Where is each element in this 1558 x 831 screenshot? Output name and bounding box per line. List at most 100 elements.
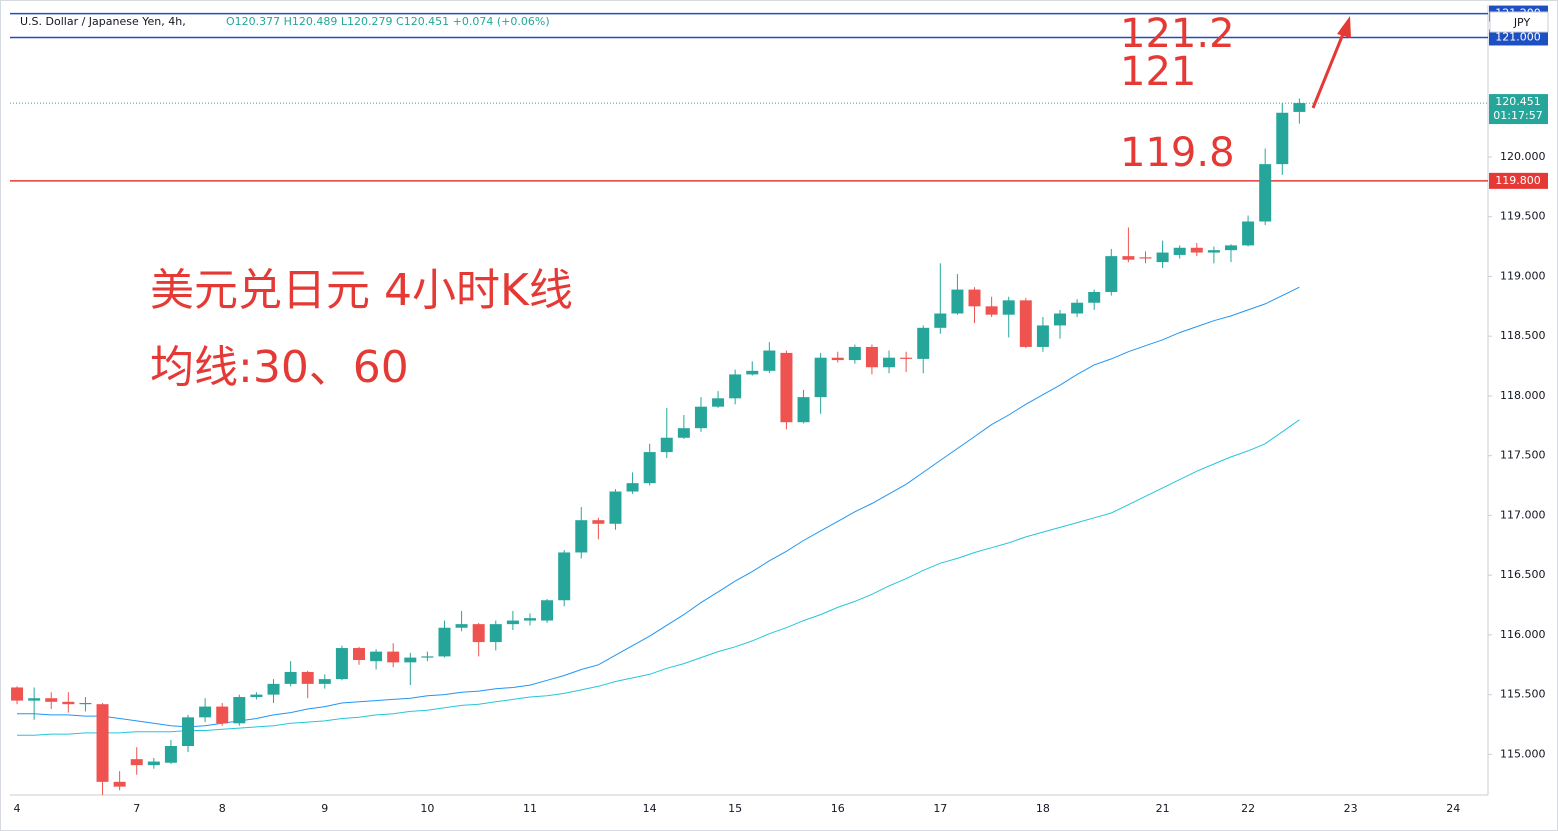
candle-body bbox=[28, 698, 41, 701]
candle-body bbox=[712, 398, 725, 407]
unit-label: JPY bbox=[1513, 16, 1531, 29]
candle-body bbox=[1105, 256, 1118, 292]
candle-body bbox=[318, 679, 331, 684]
candle-body bbox=[79, 702, 92, 705]
candle-body bbox=[1190, 247, 1203, 253]
candle-body bbox=[575, 520, 588, 553]
countdown-label: 01:17:57 bbox=[1493, 109, 1542, 122]
x-tick-label: 23 bbox=[1344, 802, 1358, 815]
candle-body bbox=[643, 452, 656, 484]
candle-body bbox=[62, 701, 75, 705]
candle-body bbox=[96, 704, 109, 782]
candle-body bbox=[1122, 256, 1135, 260]
candle-body bbox=[917, 327, 930, 359]
candle-body bbox=[233, 697, 246, 724]
candle-body bbox=[1036, 325, 1049, 347]
x-tick-label: 15 bbox=[728, 802, 742, 815]
y-tick-label: 116.000 bbox=[1500, 628, 1546, 641]
annotation: 119.8 bbox=[1120, 130, 1235, 176]
x-tick-label: 9 bbox=[321, 802, 328, 815]
candle-body bbox=[284, 671, 297, 684]
annotation: 121.2 bbox=[1120, 11, 1235, 57]
candle-body bbox=[677, 428, 690, 438]
unit-box bbox=[1489, 11, 1549, 33]
arrow-head bbox=[1337, 16, 1351, 38]
candle-body bbox=[1207, 250, 1220, 253]
candle-body bbox=[900, 357, 913, 359]
candle-body bbox=[592, 520, 605, 524]
candle-body bbox=[968, 289, 981, 307]
x-tick-label: 4 bbox=[14, 802, 21, 815]
candle-body bbox=[985, 306, 998, 315]
price-label-box bbox=[1489, 29, 1548, 46]
candle-body bbox=[199, 706, 212, 718]
y-tick-label: 117.000 bbox=[1500, 508, 1546, 521]
candle-body bbox=[1276, 112, 1289, 165]
y-tick-label: 115.500 bbox=[1500, 688, 1546, 701]
x-tick-label: 8 bbox=[219, 802, 226, 815]
y-tick-label: 119.500 bbox=[1500, 210, 1546, 223]
candle-body bbox=[1071, 302, 1084, 314]
candle-body bbox=[609, 491, 622, 524]
arrow bbox=[1311, 33, 1345, 109]
x-tick-label: 24 bbox=[1446, 802, 1460, 815]
x-tick-label: 10 bbox=[420, 802, 434, 815]
y-tick-label: 117.500 bbox=[1500, 449, 1546, 462]
candle-body bbox=[746, 370, 759, 375]
candle-body bbox=[1259, 164, 1272, 222]
candle-body bbox=[1156, 252, 1169, 263]
price-label-box bbox=[1489, 172, 1548, 189]
candle-body bbox=[250, 694, 263, 698]
candle-body bbox=[472, 624, 485, 643]
annotation: 均线:30、60 bbox=[150, 342, 409, 393]
y-tick-label: 118.500 bbox=[1500, 329, 1546, 342]
candle-body bbox=[421, 656, 434, 658]
x-tick-label: 11 bbox=[523, 802, 537, 815]
candle-body bbox=[301, 671, 314, 684]
candle-body bbox=[1173, 247, 1186, 255]
candle-body bbox=[934, 313, 947, 328]
candle-body bbox=[335, 648, 348, 680]
x-tick-label: 16 bbox=[831, 802, 845, 815]
candle-body bbox=[814, 357, 827, 398]
candle-body bbox=[797, 397, 810, 423]
candle-body bbox=[694, 406, 707, 429]
candle-body bbox=[848, 346, 861, 361]
candle-body bbox=[1224, 245, 1237, 251]
x-tick-label: 17 bbox=[933, 802, 947, 815]
x-tick-label: 22 bbox=[1241, 802, 1255, 815]
candle-body bbox=[1054, 313, 1067, 326]
candle-body bbox=[130, 759, 143, 766]
candle-body bbox=[455, 624, 468, 628]
annotation: 美元兑日元 4小时K线 bbox=[150, 265, 573, 316]
candle-body bbox=[182, 717, 195, 747]
chart-title: U.S. Dollar / Japanese Yen, 4h, bbox=[20, 15, 186, 28]
price-label: 121.000 bbox=[1495, 30, 1541, 43]
y-tick-label: 115.000 bbox=[1500, 747, 1546, 760]
candle-body bbox=[1088, 291, 1101, 303]
x-tick-label: 18 bbox=[1036, 802, 1050, 815]
candle-body bbox=[11, 687, 24, 701]
y-tick-label: 119.000 bbox=[1500, 269, 1546, 282]
candle-body bbox=[1139, 257, 1152, 259]
candle-body bbox=[626, 483, 639, 492]
candle-body bbox=[1002, 300, 1015, 315]
x-tick-label: 7 bbox=[133, 802, 140, 815]
x-tick-label: 21 bbox=[1156, 802, 1170, 815]
candle-body bbox=[438, 627, 451, 657]
y-tick-label: 116.500 bbox=[1500, 568, 1546, 581]
candle-body bbox=[660, 437, 673, 453]
candle-body bbox=[1019, 300, 1032, 347]
y-tick-label: 120.000 bbox=[1500, 150, 1546, 163]
moving-average-line bbox=[17, 286, 1300, 728]
candle-body bbox=[541, 600, 554, 621]
candle-body bbox=[216, 706, 229, 724]
candle-body bbox=[404, 657, 417, 663]
candle-body bbox=[763, 350, 776, 371]
x-tick-label: 14 bbox=[643, 802, 657, 815]
last-price-label: 120.451 bbox=[1495, 95, 1541, 108]
candle-body bbox=[523, 618, 536, 621]
annotation: 121 bbox=[1120, 49, 1196, 95]
